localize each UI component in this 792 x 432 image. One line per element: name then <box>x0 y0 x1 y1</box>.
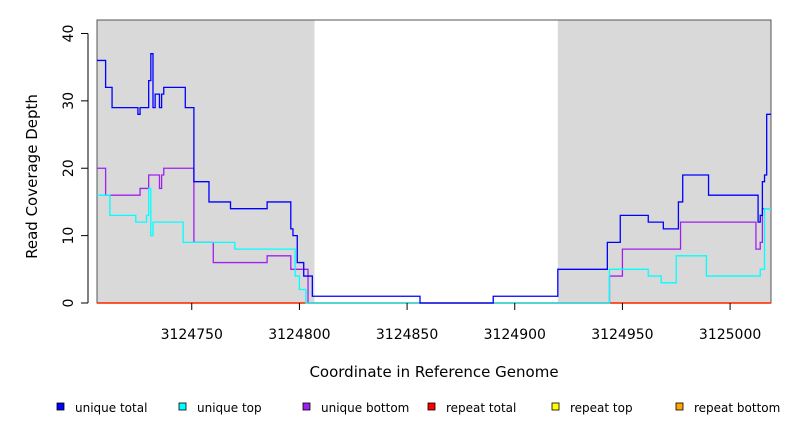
shaded-regions <box>97 20 771 303</box>
y-axis-title: Read Coverage Depth <box>23 94 41 259</box>
legend-item-repeat-bottom: repeat bottom <box>675 401 780 415</box>
y-axis: 0 10 20 30 40 <box>61 25 89 308</box>
x-tick-label: 3124800 <box>268 327 330 343</box>
legend-swatch <box>427 402 436 411</box>
y-tick-label: 0 <box>61 299 77 308</box>
legend-swatch <box>551 402 560 411</box>
legend-item-unique-bottom: unique bottom <box>302 401 409 415</box>
legend-label: unique total <box>75 401 147 415</box>
series-line-unique-total <box>97 53 771 304</box>
legend-label: repeat total <box>446 401 516 415</box>
shaded-region-1 <box>557 20 771 303</box>
shaded-region-0 <box>97 20 315 303</box>
y-tick-label: 40 <box>61 25 77 43</box>
x-tick-label: 3124750 <box>161 327 223 343</box>
series-lines <box>97 53 771 304</box>
x-axis: 3124750 3124800 3124850 3124900 3124950 31250… <box>161 303 761 343</box>
legend-label: repeat top <box>570 401 633 415</box>
legend-label: repeat bottom <box>694 401 780 415</box>
legend-item-unique-top: unique top <box>178 401 262 415</box>
series-line-unique-top <box>97 187 771 304</box>
x-tick-label: 3124950 <box>591 327 653 343</box>
legend-item-repeat-top: repeat top <box>551 401 633 415</box>
y-tick-label: 30 <box>61 92 77 110</box>
legend-label: unique top <box>197 401 262 415</box>
x-tick-label: 3124900 <box>484 327 546 343</box>
y-tick-label: 20 <box>61 159 77 177</box>
legend-item-unique-total: unique total <box>56 401 147 415</box>
y-tick-label: 10 <box>61 227 77 245</box>
legend-item-repeat-total: repeat total <box>427 401 516 415</box>
series-line-unique-bottom <box>97 167 771 304</box>
legend-swatch <box>675 402 684 411</box>
legend: unique total unique top unique bottom repea… <box>56 401 780 415</box>
legend-label: unique bottom <box>321 401 409 415</box>
x-axis-title: Coordinate in Reference Genome <box>309 363 558 381</box>
legend-swatch <box>178 402 187 411</box>
x-tick-label: 3125000 <box>699 327 761 343</box>
legend-swatch <box>302 402 311 411</box>
legend-swatch <box>56 402 65 411</box>
x-tick-label: 3124850 <box>376 327 438 343</box>
